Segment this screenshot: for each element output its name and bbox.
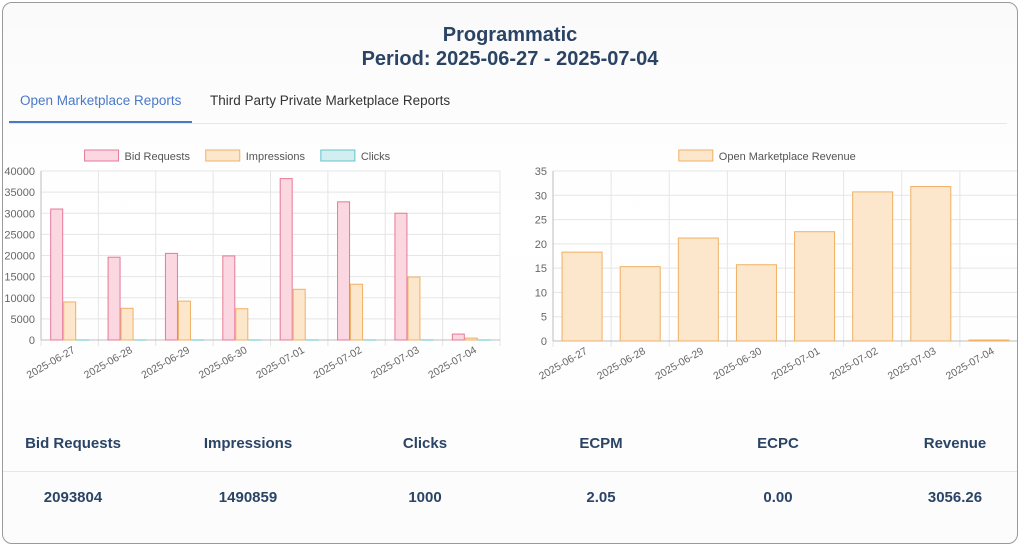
bar-impressions [292,288,306,341]
x-tick-label: 2025-07-04 [944,345,997,382]
stat-label: ECPM [579,435,623,452]
bar-impressions [350,283,364,341]
y-tick-label: 15000 [4,272,35,284]
y-tick-label: 35000 [4,187,35,199]
stats-divider [3,471,1017,472]
x-tick-label: 2025-06-30 [711,345,764,382]
stat-value: 3056.26 [927,489,983,506]
stat-value: 2093804 [43,489,103,506]
bar-open-marketplace-revenue [561,251,603,342]
legend-label-bid-requests: Bid Requests [125,151,191,163]
legend-label-clicks: Clicks [361,151,391,163]
bar-bid-requests [222,255,236,341]
bar-open-marketplace-revenue [794,231,836,342]
stat-value: 2.05 [586,489,616,506]
tab-open-marketplace[interactable]: Open Marketplace Reports [9,81,193,123]
period-text: Period: 2025-06-27 - 2025-07-04 [361,48,659,70]
bar-open-marketplace-revenue [677,237,719,342]
bar-impressions [235,308,249,341]
y-tick-label: 5000 [11,314,35,326]
y-tick-label: 0 [29,335,35,347]
x-tick-label: 2025-06-27 [25,344,78,381]
y-tick-label: 20 [535,239,547,251]
y-tick-label: 10 [535,287,547,299]
bar-open-marketplace-revenue [968,339,1010,342]
bar-impressions [464,337,478,341]
x-tick-label: 2025-06-27 [537,345,590,382]
report-tabs: Open Marketplace Reports Third Party Pri… [9,81,1007,124]
bar-bid-requests [107,256,121,341]
x-tick-label: 2025-07-03 [886,345,939,382]
y-tick-label: 0 [541,336,547,348]
tab-third-party-private-marketplace[interactable]: Third Party Private Marketplace Reports [210,93,451,108]
bar-bid-requests [451,333,465,341]
summary-stats: Bid Requests 2093804 Impressions 1490859… [3,423,1017,533]
x-tick-label: 2025-06-28 [595,345,648,382]
x-tick-label: 2025-07-02 [312,344,365,381]
y-tick-label: 40000 [4,166,35,178]
stat-label: Clicks [402,435,448,452]
bar-open-marketplace-revenue [852,191,894,342]
bar-impressions [63,301,77,341]
stat-label: ECPC [757,435,799,452]
x-tick-label: 2025-06-28 [82,344,135,381]
legend-swatch-clicks [320,149,356,162]
bar-bid-requests [50,208,64,341]
bar-impressions [120,307,134,341]
bar-open-marketplace-revenue [910,186,952,342]
legend-swatch-open-marketplace-revenue [678,149,714,162]
y-tick-label: 5 [541,312,547,324]
legend-swatch-bid-requests [84,149,120,162]
x-tick-label: 2025-07-01 [770,345,823,382]
bar-impressions [407,276,421,341]
stat-label: Revenue [923,435,987,452]
x-tick-label: 2025-06-29 [139,344,192,381]
bar-bid-requests [279,178,293,341]
x-tick-label: 2025-07-03 [369,344,422,381]
y-tick-label: 30 [535,190,547,202]
y-tick-label: 15 [535,263,547,275]
y-tick-label: 20000 [4,251,35,263]
stat-label: Bid Requests [25,435,121,452]
x-tick-label: 2025-07-04 [426,344,479,381]
x-tick-label: 2025-06-29 [653,345,706,382]
x-tick-label: 2025-06-30 [197,344,250,381]
bar-open-marketplace-revenue [735,264,777,342]
legend-label-open-marketplace-revenue: Open Marketplace Revenue [719,151,856,163]
title-text: Programmatic [442,24,578,46]
x-tick-label: 2025-07-02 [828,345,881,382]
y-tick-label: 10000 [4,293,35,305]
stat-value: 0.00 [763,489,793,506]
bid-impressions-clicks-chart: 0 5000 10000 15000 20000 25000 30000 35000 40000… [4,149,501,381]
y-tick-label: 25000 [4,229,35,241]
y-tick-label: 30000 [4,208,35,220]
y-tick-label: 25 [535,215,547,227]
stat-label: Impressions [203,435,293,452]
legend-label-impressions: Impressions [246,151,306,163]
legend-swatch-impressions [205,149,241,162]
y-tick-label: 35 [535,166,547,178]
bar-bid-requests [337,201,351,341]
bar-open-marketplace-revenue [619,266,661,342]
bar-bid-requests [164,252,178,341]
stat-value: 1000 [408,489,442,506]
bar-bid-requests [394,212,408,341]
bar-impressions [177,300,191,341]
page-title: Programmatic Period: 2025-06-27 - 2025-0… [3,23,1017,71]
x-tick-label: 2025-07-01 [254,344,307,381]
stat-value: 1490859 [218,489,278,506]
